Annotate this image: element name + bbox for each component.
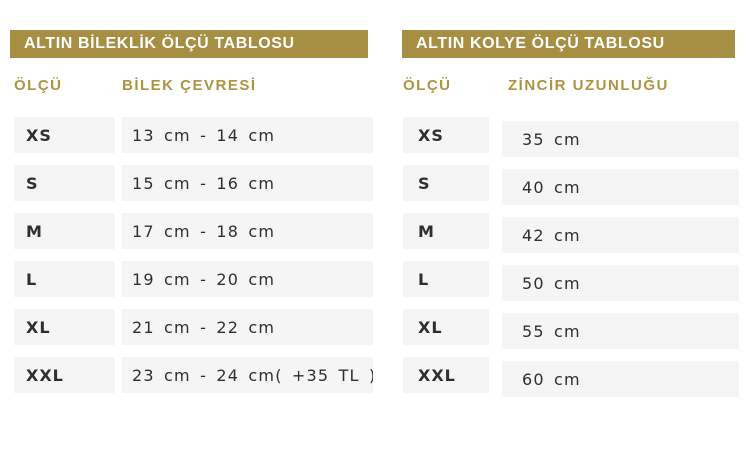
size-cell: S <box>14 165 115 201</box>
value-cell: 21 cm - 22 cm <box>122 309 373 345</box>
size-cell: L <box>14 261 115 297</box>
table-row: XS 35 cm <box>403 117 740 157</box>
value-cell: 19 cm - 20 cm <box>122 261 373 297</box>
table-row: S 40 cm <box>403 165 740 205</box>
table-row: M 17 cm - 18 cm <box>14 213 374 249</box>
table-row: XS 13 cm - 14 cm <box>14 117 374 153</box>
value-cell: 13 cm - 14 cm <box>122 117 373 153</box>
table-row: M 42 cm <box>403 213 740 253</box>
table-row: S 15 cm - 16 cm <box>14 165 374 201</box>
size-cell: XL <box>14 309 115 345</box>
bracelet-column-headers: ÖLÇÜ BİLEK ÇEVRESİ <box>14 77 374 95</box>
value-cell: 23 cm - 24 cm( +35 TL ) <box>122 357 373 393</box>
size-cell: M <box>403 213 489 249</box>
bracelet-rows: XS 13 cm - 14 cm S 15 cm - 16 cm M 17 cm… <box>10 117 374 393</box>
size-cell: S <box>403 165 489 201</box>
table-row: XXL 23 cm - 24 cm( +35 TL ) <box>14 357 374 393</box>
necklace-size-table: ALTIN KOLYE ÖLÇÜ TABLOSU ÖLÇÜ ZİNCİR UZU… <box>402 30 740 405</box>
column-header-chain-length: ZİNCİR UZUNLUĞU <box>508 77 669 94</box>
value-cell: 15 cm - 16 cm <box>122 165 373 201</box>
value-cell: 60 cm <box>502 361 739 397</box>
table-row: XXL 60 cm <box>403 357 740 397</box>
value-cell: 50 cm <box>502 265 739 301</box>
size-cell: XXL <box>403 357 489 393</box>
necklace-column-headers: ÖLÇÜ ZİNCİR UZUNLUĞU <box>403 77 740 95</box>
bracelet-table-title: ALTIN BİLEKLİK ÖLÇÜ TABLOSU <box>10 30 368 58</box>
necklace-rows: XS 35 cm S 40 cm M 42 cm L 50 cm XL 55 c… <box>402 117 740 397</box>
value-cell: 42 cm <box>502 217 739 253</box>
size-cell: XXL <box>14 357 115 393</box>
necklace-table-title: ALTIN KOLYE ÖLÇÜ TABLOSU <box>402 30 735 58</box>
table-row: XL 55 cm <box>403 309 740 349</box>
bracelet-size-table: ALTIN BİLEKLİK ÖLÇÜ TABLOSU ÖLÇÜ BİLEK Ç… <box>10 30 374 405</box>
value-cell: 35 cm <box>502 121 739 157</box>
size-cell: XS <box>14 117 115 153</box>
table-row: L 19 cm - 20 cm <box>14 261 374 297</box>
value-cell: 55 cm <box>502 313 739 349</box>
column-header-size: ÖLÇÜ <box>14 77 63 94</box>
column-header-size: ÖLÇÜ <box>403 77 452 94</box>
value-cell: 40 cm <box>502 169 739 205</box>
size-cell: XL <box>403 309 489 345</box>
table-row: L 50 cm <box>403 261 740 301</box>
size-cell: M <box>14 213 115 249</box>
size-cell: L <box>403 261 489 297</box>
column-header-wrist-circumference: BİLEK ÇEVRESİ <box>122 77 257 94</box>
table-row: XL 21 cm - 22 cm <box>14 309 374 345</box>
value-cell: 17 cm - 18 cm <box>122 213 373 249</box>
size-cell: XS <box>403 117 489 153</box>
